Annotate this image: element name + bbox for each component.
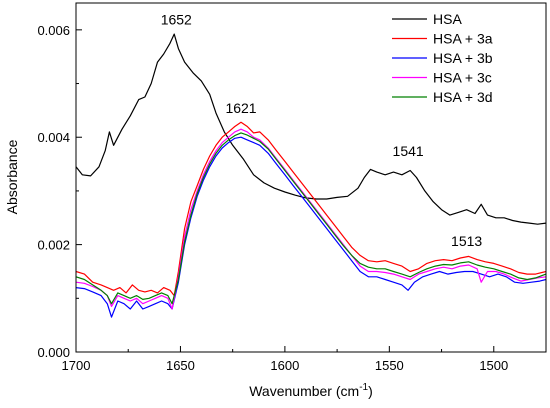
y-tick-label-2: 0.004 [37, 130, 70, 145]
legend-label-0: HSA [433, 11, 462, 27]
legend-label-2: HSA + 3b [433, 50, 493, 66]
legend-label-3: HSA + 3c [433, 70, 492, 86]
legend-label-4: HSA + 3d [433, 89, 493, 105]
y-axis-label: Absorbance [4, 139, 20, 214]
x-tick-label-1: 1650 [166, 358, 195, 373]
y-tick-label-3: 0.006 [37, 23, 70, 38]
series-line-0 [75, 33, 547, 225]
series-line-3 [75, 128, 547, 310]
series-line-1 [75, 121, 547, 297]
x-tick-label-4: 1500 [479, 358, 508, 373]
x-tick-label-0: 1700 [62, 358, 91, 373]
peak-annotation-1: 1621 [225, 100, 256, 116]
plot-frame [75, 2, 547, 353]
legend: HSA HSA + 3a HSA + 3b HSA + 3c HSA + 3d [392, 11, 493, 105]
series-layer [75, 33, 547, 318]
x-axis-label-close: ) [368, 383, 373, 399]
series-line-2 [75, 136, 547, 318]
x-axis-label-main: Wavenumber (cm [249, 383, 359, 399]
y-tick-label-1: 0.002 [37, 238, 70, 253]
x-tick-label-2: 1600 [270, 358, 299, 373]
series-line-4 [75, 132, 547, 305]
peak-annotation-3: 1513 [451, 233, 482, 249]
x-tick-label-3: 1550 [375, 358, 404, 373]
peak-annotation-2: 1541 [393, 143, 424, 159]
annotation-layer: 1652 1621 1541 1513 [161, 11, 483, 249]
peak-annotation-0: 1652 [161, 11, 192, 27]
x-axis-label-exponent: -1 [359, 382, 368, 393]
legend-label-1: HSA + 3a [433, 31, 493, 47]
ticks-layer: 1700 1650 1600 1550 1500 0.000 0.002 0.004 0.006 [37, 23, 508, 373]
x-axis-label: Wavenumber (cm-1) [249, 382, 373, 399]
y-tick-label-0: 0.000 [37, 345, 70, 360]
